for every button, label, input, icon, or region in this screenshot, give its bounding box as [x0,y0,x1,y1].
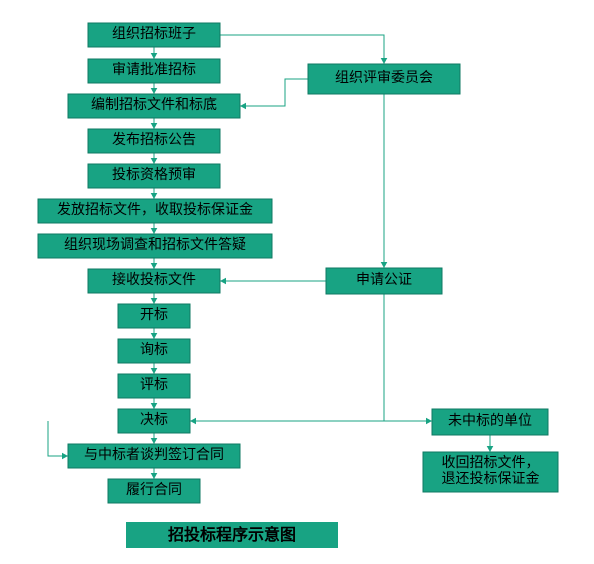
node-label: 组织评审委员会 [335,70,433,86]
flow-edge [48,421,68,456]
node-label: 收回招标文件， [442,455,540,471]
node-label: 接收投标文件 [112,271,196,288]
arrow-head [151,438,158,444]
flow-node: 评标 [118,374,190,398]
arrow-head [151,298,158,304]
node-label: 编制招标文件和标底 [91,97,217,113]
arrow-head [426,418,432,425]
flow-node: 投标资格预审 [88,164,220,188]
node-label: 决标 [140,412,168,428]
arrow-head [151,53,158,59]
caption-label: 招投标程序示意图 [168,525,296,544]
flow-node: 发布招标公告 [88,129,220,153]
flow-node: 组织评审委员会 [308,64,460,94]
flow-node: 开标 [118,304,190,328]
caption: 招投标程序示意图 [126,522,338,548]
flow-node: 接收投标文件 [88,269,220,293]
flow-edge [220,35,384,64]
flow-node: 组织现场调查和招标文件答疑 [38,234,272,258]
flow-node: 编制招标文件和标底 [68,94,240,118]
flow-node: 询标 [118,339,190,363]
arrow-head [151,403,158,409]
flow-node: 未中标的单位 [432,409,548,435]
flow-edge [190,294,384,421]
arrow-head [151,88,158,94]
node-label: 组织现场调查和招标文件答疑 [64,236,246,253]
arrow-head [151,193,158,199]
arrow-head [240,103,246,110]
flow-node: 申请公证 [326,268,442,294]
arrow-head [151,263,158,269]
arrow-head [381,262,388,268]
node-label: 投标资格预审 [112,167,196,183]
flow-node: 履行合同 [108,479,200,503]
node-label: 履行合同 [126,482,182,498]
arrow-head [151,123,158,129]
node-label: 审请批准招标 [112,62,196,78]
arrow-head [381,58,388,64]
flow-node: 审请批准招标 [88,59,220,83]
arrow-head [151,368,158,374]
flow-edge [240,79,308,106]
arrow-head [151,333,158,339]
node-label: 申请公证 [356,272,412,288]
node-label: 评标 [140,377,168,393]
node-label: 组织招标班子 [112,26,196,42]
node-label: 发布招标公告 [112,132,196,148]
node-label: 退还投标保证金 [442,471,540,487]
arrow-head [151,158,158,164]
flow-node: 决标 [118,409,190,433]
flow-node: 收回招标文件，退还投标保证金 [423,452,558,492]
arrow-head [62,453,68,460]
nodes-layer: 组织招标班子审请批准招标编制招标文件和标底发布招标公告投标资格预审发放招标文件，… [38,23,558,503]
node-label: 未中标的单位 [448,413,532,429]
flow-node: 组织招标班子 [88,23,220,47]
flow-node: 发放招标文件，收取投标保证金 [38,199,272,223]
arrow-head [220,278,226,285]
arrow-head [151,473,158,479]
flow-node: 与中标者谈判签订合同 [68,444,240,468]
node-label: 与中标者谈判签订合同 [84,446,224,463]
node-label: 开标 [140,307,168,323]
node-label: 询标 [140,342,168,358]
flowchart: 组织招标班子审请批准招标编制招标文件和标底发布招标公告投标资格预审发放招标文件，… [0,0,594,564]
arrow-head [487,446,494,452]
node-label: 发放招标文件，收取投标保证金 [57,202,253,218]
arrow-head [151,228,158,234]
